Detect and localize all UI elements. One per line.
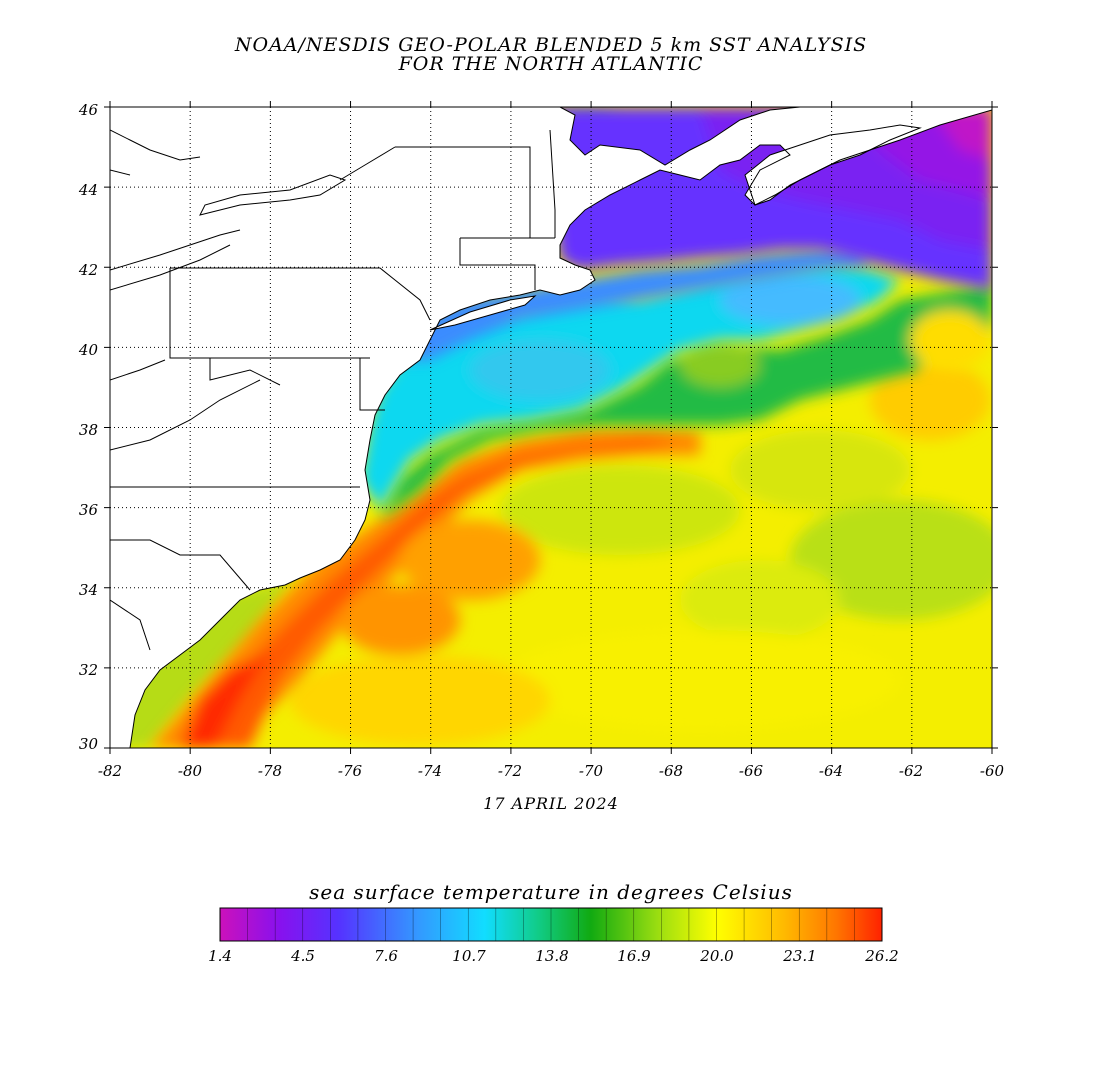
lon-label: -68 [658,762,684,780]
colorbar-tick-label: 10.7 [452,947,486,965]
lon-label: -70 [578,762,604,780]
lon-label: -74 [417,762,443,780]
analysis-date: 17 APRIL 2024 [483,794,619,813]
lon-label: -82 [97,762,123,780]
colorbar-tick-label: 1.4 [208,947,232,965]
map-title-line2: FOR THE NORTH ATLANTIC [398,53,704,75]
colorbar [219,907,883,942]
colorbar-tick-label: 23.1 [783,947,817,965]
lat-label: 34 [78,581,98,599]
lon-label: -80 [177,762,203,780]
colorbar-tick-label: 20.0 [700,947,734,965]
lon-label: -64 [818,762,844,780]
lat-label: 44 [78,181,98,199]
lat-label: 30 [78,735,98,753]
colorbar-tick-label: 13.8 [535,947,569,965]
lon-label: -78 [257,762,283,780]
colorbar-tick-label: 7.6 [374,947,398,965]
lat-label: 32 [78,661,98,679]
lon-label: -62 [898,762,924,780]
colorbar-tick-label: 16.9 [617,947,651,965]
lon-label: -76 [337,762,363,780]
lon-label: -60 [979,762,1005,780]
map-title-line1: NOAA/NESDIS GEO-POLAR BLENDED 5 km SST A… [234,34,868,56]
coastlines-and-borders [110,107,992,748]
lat-label: 46 [78,101,98,119]
lat-label: 42 [78,261,98,279]
lon-label: -72 [497,762,523,780]
lat-lon-grid [110,107,992,748]
lon-label: -66 [738,762,764,780]
colorbar-title: sea surface temperature in degrees Celsi… [309,880,793,904]
colorbar-segment-dividers [247,908,855,941]
colorbar-tick-label: 4.5 [291,947,315,965]
lat-label: 40 [78,341,98,359]
lat-label: 36 [78,501,98,519]
lat-label: 38 [78,421,98,439]
axis-ticks [104,101,998,754]
colorbar-tick-label: 26.2 [865,947,899,965]
